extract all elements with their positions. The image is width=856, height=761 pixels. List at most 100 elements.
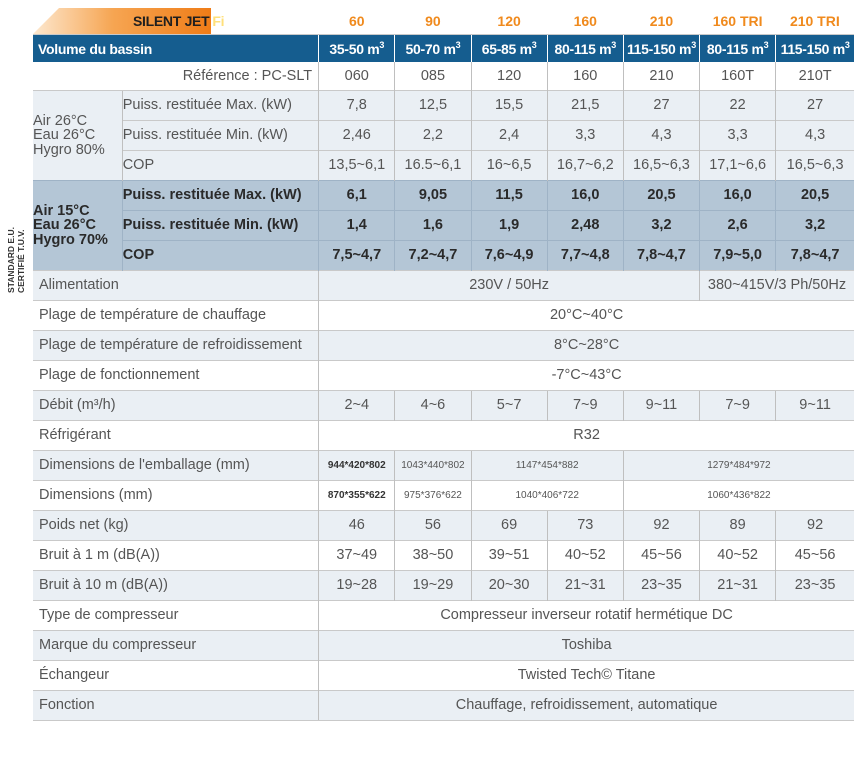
g1-max-cell: 15,5: [470, 90, 548, 121]
model-90: 90: [394, 8, 472, 35]
g2-max-row: Air 15°C Eau 26°C Hygro 70% Puiss. resti…: [33, 180, 854, 271]
bruit1-cell: 40~52: [699, 540, 776, 571]
model-210: 210: [623, 8, 700, 35]
g2-max-cell: 16,0: [699, 180, 776, 211]
volume-cell: 80-115 m3: [699, 34, 776, 62]
side-label-line2: CERTIFIÉ T.U.V.: [16, 230, 26, 293]
g2-max-label: Puiss. restituée Max. (kW): [121, 180, 319, 211]
dim-emballage-90: 1043*440*802: [394, 450, 472, 481]
debit-cell: 2~4: [318, 390, 395, 421]
bruit10-cell: 23~35: [622, 570, 700, 601]
g1-cop-cell: 16.5~6,1: [394, 150, 472, 181]
model-160: 160: [547, 8, 624, 35]
reference-cell: 085: [394, 62, 472, 91]
model-120: 120: [471, 8, 548, 35]
marque-value: Toshiba: [318, 630, 854, 661]
bruit10-cell: 21~31: [546, 570, 624, 601]
g1-max-cell: 21,5: [546, 90, 624, 121]
refroid-label: Plage de température de refroidissement: [33, 330, 319, 361]
g1-max-cell: 27: [622, 90, 700, 121]
g1-min-cell: 2,2: [394, 120, 472, 151]
poids-cell: 92: [775, 510, 854, 541]
bruit10-cell: 23~35: [775, 570, 854, 601]
echangeur-row: Échangeur Twisted Tech© Titane: [33, 660, 854, 691]
model-60: 60: [318, 8, 395, 35]
brand-name: SILENT JET: [133, 13, 210, 29]
poids-row: Poids net (kg) 46 56 69 73 92 89 92: [33, 510, 854, 541]
volume-cell: 80-115 m3: [546, 34, 624, 62]
dimensions-90: 975*376*622: [394, 480, 472, 511]
bruit10-cell: 20~30: [470, 570, 548, 601]
dimensions-120-160: 1040*406*722: [470, 480, 624, 511]
g1-min-cell: 4,3: [622, 120, 700, 151]
compresseur-row: Type de compresseur Compresseur inverseu…: [33, 600, 854, 631]
alimentation-label: Alimentation: [33, 270, 319, 301]
side-label-line1: STANDARD E.U.: [6, 227, 16, 293]
volume-cell: 50-70 m3: [394, 34, 472, 62]
volume-label: Volume du bassin: [33, 34, 319, 62]
fonctionnement-label: Plage de fonctionnement: [33, 360, 319, 391]
g2-min-label: Puiss. restituée Min. (kW): [121, 210, 319, 241]
g2-max-cell: 20,5: [622, 180, 700, 211]
bruit1-cell: 40~52: [546, 540, 624, 571]
reference-label: Référence : PC-SLT: [182, 67, 313, 84]
poids-cell: 89: [699, 510, 776, 541]
fonctionnement-row: Plage de fonctionnement -7°C~43°C: [33, 360, 854, 391]
marque-label: Marque du compresseur: [33, 630, 319, 661]
chauffage-value: 20°C~40°C: [318, 300, 854, 331]
debit-row: Débit (m³/h) 2~4 4~6 5~7 7~9 9~11 7~9 9~…: [33, 390, 854, 421]
g1-cop-cell: 16,5~6,3: [622, 150, 700, 181]
echangeur-label: Échangeur: [33, 660, 319, 691]
g1-cop-cell: 13,5~6,1: [318, 150, 395, 181]
compresseur-value: Compresseur inverseur rotatif hermétique…: [318, 600, 854, 631]
g2-min-cell: 1,6: [394, 210, 472, 241]
brand-suffix: Fi: [212, 13, 225, 29]
g2-min-cell: 1,4: [318, 210, 395, 241]
bruit1-cell: 37~49: [318, 540, 395, 571]
debit-cell: 5~7: [470, 390, 548, 421]
brand-banner: SILENT JET Fi: [33, 8, 319, 35]
bruit10-label: Bruit à 10 m (dB(A)): [33, 570, 319, 601]
refroid-row: Plage de température de refroidissement …: [33, 330, 854, 361]
dim-emballage-120-160: 1147*454*882: [470, 450, 624, 481]
g1-min-row: Puiss. restituée Min. (kW) 2,46 2,2 2,4 …: [33, 120, 854, 151]
g2-cop-cell: 7,7~4,8: [546, 240, 624, 271]
g2-min-cell: 3,2: [775, 210, 854, 241]
alimentation-single: 230V / 50Hz: [318, 270, 700, 301]
volume-cell: 115-150 m3: [622, 34, 700, 62]
g2-min-row: Puiss. restituée Min. (kW) 1,4 1,6 1,9 2…: [33, 210, 854, 241]
g1-max-cell: 12,5: [394, 90, 472, 121]
g2-cop-label: COP: [121, 240, 319, 271]
model-210-tri: 210 TRI: [775, 8, 854, 35]
bruit1-label: Bruit à 1 m (dB(A)): [33, 540, 319, 571]
g1-max-cell: 27: [775, 90, 854, 121]
g2-cop-cell: 7,6~4,9: [470, 240, 548, 271]
g1-min-label: Puiss. restituée Min. (kW): [121, 120, 319, 151]
g1-cop-cell: 16~6,5: [470, 150, 548, 181]
g1-conditions: Air 26°C Eau 26°C Hygro 80%: [33, 90, 123, 181]
refrigerant-label: Réfrigérant: [33, 420, 319, 451]
g2-min-cell: 1,9: [470, 210, 548, 241]
g1-cop-cell: 17,1~6,6: [699, 150, 776, 181]
dimensions-210-tri: 1060*436*822: [622, 480, 854, 511]
g1-cop-cell: 16,5~6,3: [775, 150, 854, 181]
volume-cell: 35-50 m3: [318, 34, 395, 62]
g1-max-cell: 22: [699, 90, 776, 121]
volume-row: Volume du bassin 35-50 m3 50-70 m3 65-85…: [33, 34, 854, 62]
volume-cell: 115-150 m3: [775, 34, 854, 62]
bruit1-cell: 38~50: [394, 540, 472, 571]
g1-cop-row: COP 13,5~6,1 16.5~6,1 16~6,5 16,7~6,2 16…: [33, 150, 854, 181]
g2-cop-cell: 7,8~4,7: [622, 240, 700, 271]
bruit1-cell: 45~56: [622, 540, 700, 571]
reference-cell: 160T: [699, 62, 776, 91]
fonction-row: Fonction Chauffage, refroidissement, aut…: [33, 690, 854, 721]
g2-min-cell: 2,6: [699, 210, 776, 241]
g2-cop-cell: 7,2~4,7: [394, 240, 472, 271]
g2-max-cell: 11,5: [470, 180, 548, 211]
debit-cell: 9~11: [622, 390, 700, 421]
debit-label: Débit (m³/h): [33, 390, 319, 421]
poids-cell: 92: [622, 510, 700, 541]
reference-cell: 060: [318, 62, 395, 91]
refrigerant-row: Réfrigérant R32: [33, 420, 854, 451]
g2-max-cell: 20,5: [775, 180, 854, 211]
